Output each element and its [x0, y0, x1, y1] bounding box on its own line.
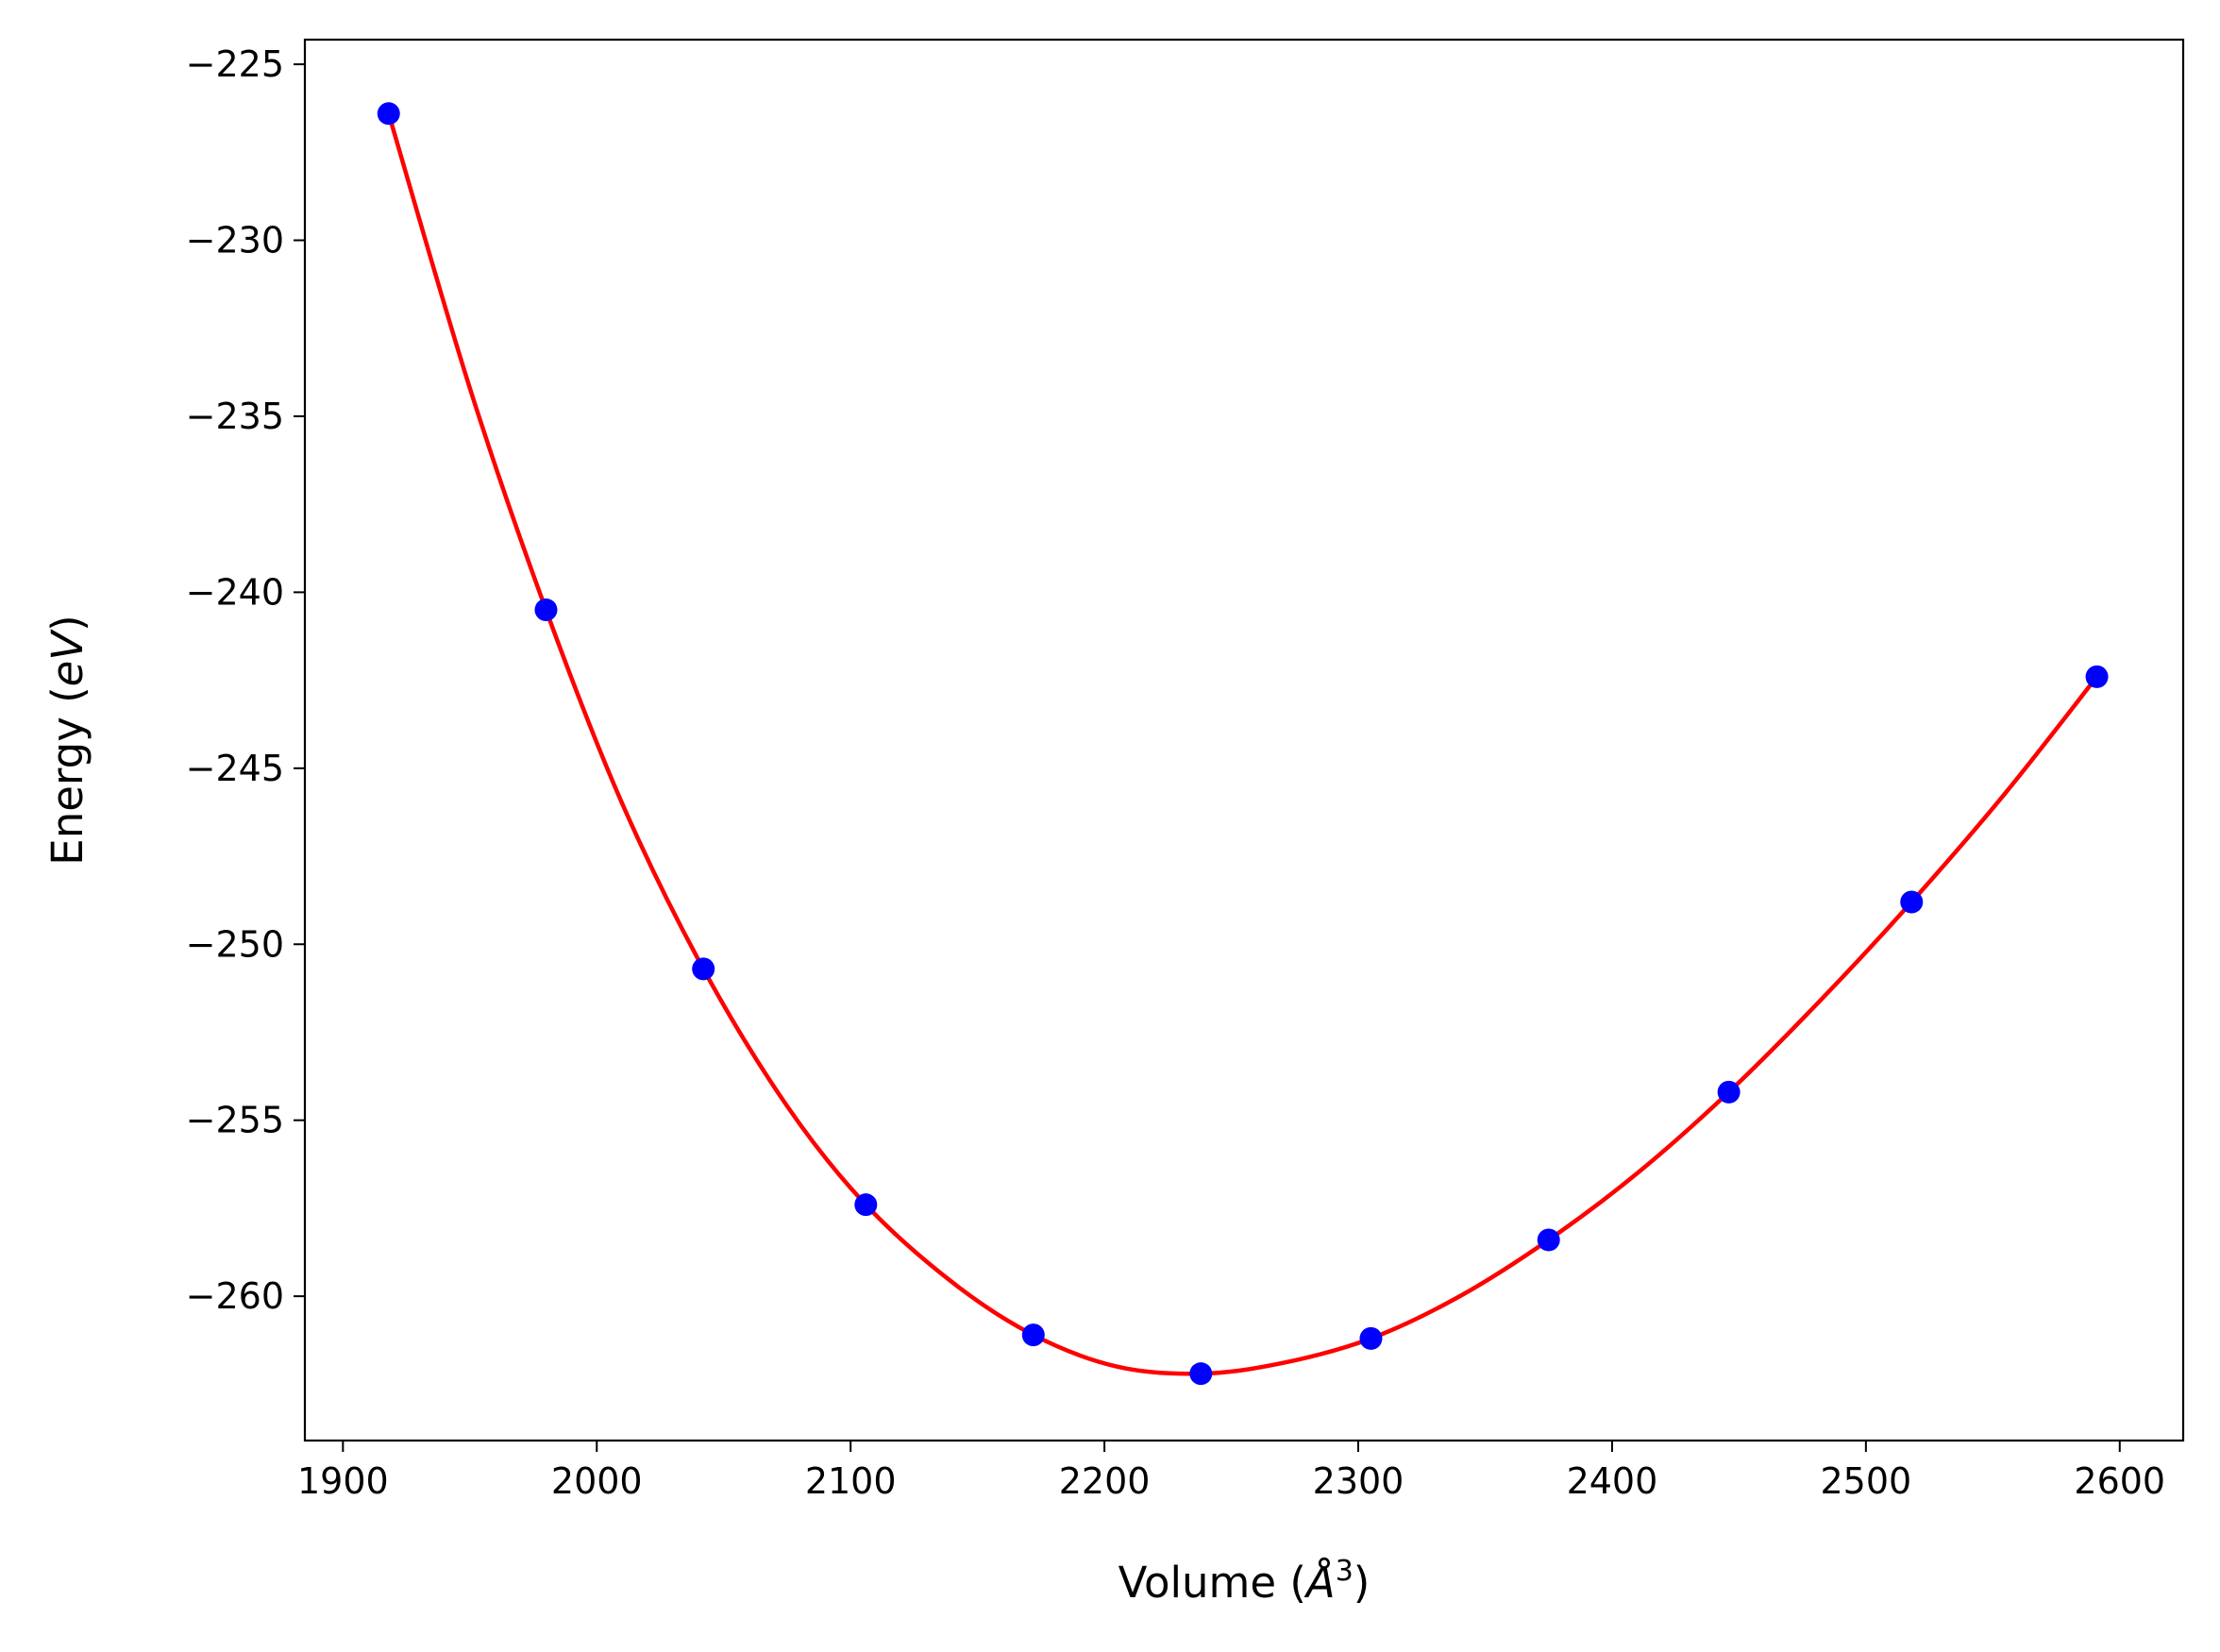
y-axis-label: Energy (eV) — [42, 615, 92, 865]
data-point — [2085, 665, 2109, 688]
y-tick-label: −245 — [186, 748, 284, 789]
y-axis-label-prefix: Energy ( — [42, 686, 92, 865]
fit-curve — [386, 111, 2099, 1376]
data-point — [1021, 1323, 1045, 1347]
fit-line-layer — [386, 111, 2099, 1376]
x-axis-label-suffix: ) — [1354, 1558, 1371, 1608]
data-point — [1717, 1080, 1741, 1104]
y-tick-label: −225 — [186, 43, 284, 85]
y-tick-label: −255 — [186, 1100, 284, 1141]
y-axis-ticks: −225 −230 −235 −240 −245 −250 −255 −260 — [186, 43, 305, 1317]
x-tick-label: 2600 — [2074, 1460, 2165, 1502]
y-tick-label: −260 — [186, 1275, 284, 1317]
data-point — [854, 1193, 878, 1217]
y-axis-label-unit: eV — [42, 629, 92, 687]
x-axis-ticks: 1900 2000 2100 2200 2300 2400 2500 2600 — [297, 1441, 2165, 1502]
data-points-layer — [377, 102, 2109, 1386]
data-point — [534, 598, 558, 622]
x-tick-label: 1900 — [297, 1460, 389, 1502]
data-point — [1189, 1362, 1213, 1386]
y-axis-label-suffix: ) — [42, 615, 92, 632]
x-tick-label: 2000 — [551, 1460, 643, 1502]
data-point — [1359, 1326, 1383, 1350]
x-axis-label-superscript: 3 — [1336, 1555, 1354, 1588]
y-tick-label: −235 — [186, 396, 284, 437]
x-axis-label-prefix: Volume ( — [1118, 1558, 1306, 1608]
data-point — [1537, 1228, 1560, 1252]
x-tick-label: 2200 — [1059, 1460, 1151, 1502]
y-tick-label: −230 — [186, 220, 284, 261]
data-point — [377, 102, 400, 126]
data-point — [692, 957, 715, 981]
x-tick-label: 2400 — [1567, 1460, 1658, 1502]
x-axis-label-symbol: Å — [1303, 1558, 1336, 1608]
plot-area-background — [305, 40, 2183, 1441]
x-tick-label: 2500 — [1820, 1460, 1911, 1502]
plot-frame — [303, 38, 2185, 1442]
y-tick-label: −240 — [186, 571, 284, 613]
y-tick-label: −250 — [186, 923, 284, 965]
x-tick-label: 2100 — [805, 1460, 897, 1502]
x-tick-label: 2300 — [1313, 1460, 1404, 1502]
x-axis-label: Volume (Å3) — [1118, 1555, 1371, 1608]
data-point — [1900, 890, 1924, 914]
